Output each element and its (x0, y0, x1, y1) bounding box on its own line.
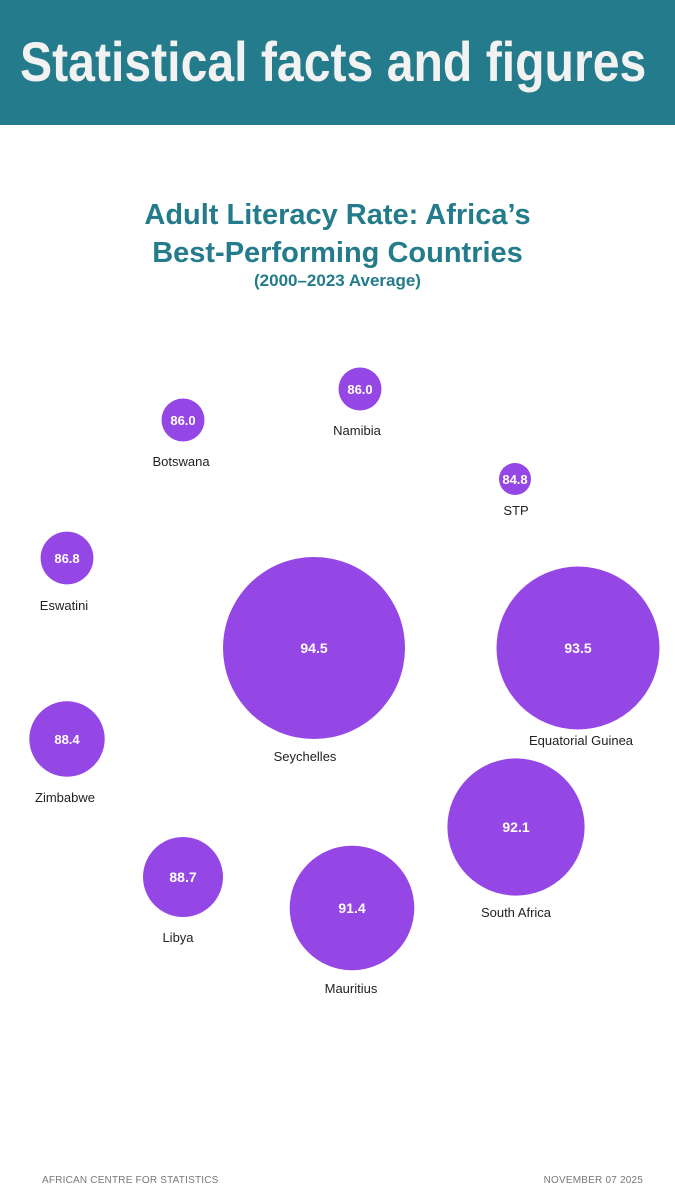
chart-subtitle: (2000–2023 Average) (254, 271, 421, 290)
country-label-libya: Libya (162, 930, 194, 945)
country-label-seychelles: Seychelles (274, 749, 337, 764)
chart-title-line2: Best-Performing Countries (152, 237, 523, 269)
value-label-libya: 88.7 (169, 869, 196, 885)
value-label-namibia: 86.0 (347, 382, 372, 397)
footer-date: NOVEMBER 07 2025 (543, 1175, 643, 1186)
country-label-zimbabwe: Zimbabwe (35, 790, 95, 805)
chart-title-line1: Adult Literacy Rate: Africa’s (144, 199, 531, 231)
header-banner: Statistical facts and figures (0, 0, 675, 125)
country-label-namibia: Namibia (333, 423, 381, 438)
country-label-stp: STP (503, 503, 528, 518)
country-label-botswana: Botswana (152, 454, 210, 469)
country-label-mauritius: Mauritius (325, 981, 378, 996)
bubble-eswatini (40, 531, 94, 585)
bubble-libya (143, 837, 223, 917)
bubble-south-africa (447, 758, 585, 896)
bubble-botswana (161, 398, 205, 442)
value-label-equatorial-guinea: 93.5 (564, 640, 591, 656)
value-label-seychelles: 94.5 (300, 640, 327, 656)
page-title: Statistical facts and figures (20, 30, 647, 93)
country-label-eswatini: Eswatini (40, 598, 89, 613)
bubble-equatorial-guinea (496, 566, 660, 730)
value-label-south-africa: 92.1 (502, 819, 529, 835)
value-label-botswana: 86.0 (170, 413, 195, 428)
country-label-south-africa: South Africa (481, 905, 552, 920)
bubble-stp (499, 463, 531, 495)
bubble-mauritius (289, 845, 415, 971)
value-label-eswatini: 86.8 (54, 551, 79, 566)
country-label-equatorial-guinea: Equatorial Guinea (529, 733, 634, 748)
bubble-zimbabwe (29, 701, 105, 777)
bubble-namibia (338, 367, 382, 411)
value-label-mauritius: 91.4 (338, 900, 365, 916)
bubble-seychelles (223, 557, 405, 739)
value-label-zimbabwe: 88.4 (54, 732, 80, 747)
value-label-stp: 84.8 (502, 472, 527, 487)
footer-source: AFRICAN CENTRE FOR STATISTICS (42, 1175, 219, 1186)
